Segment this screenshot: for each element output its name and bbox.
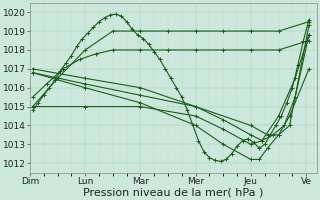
X-axis label: Pression niveau de la mer( hPa ): Pression niveau de la mer( hPa ) — [84, 187, 264, 197]
